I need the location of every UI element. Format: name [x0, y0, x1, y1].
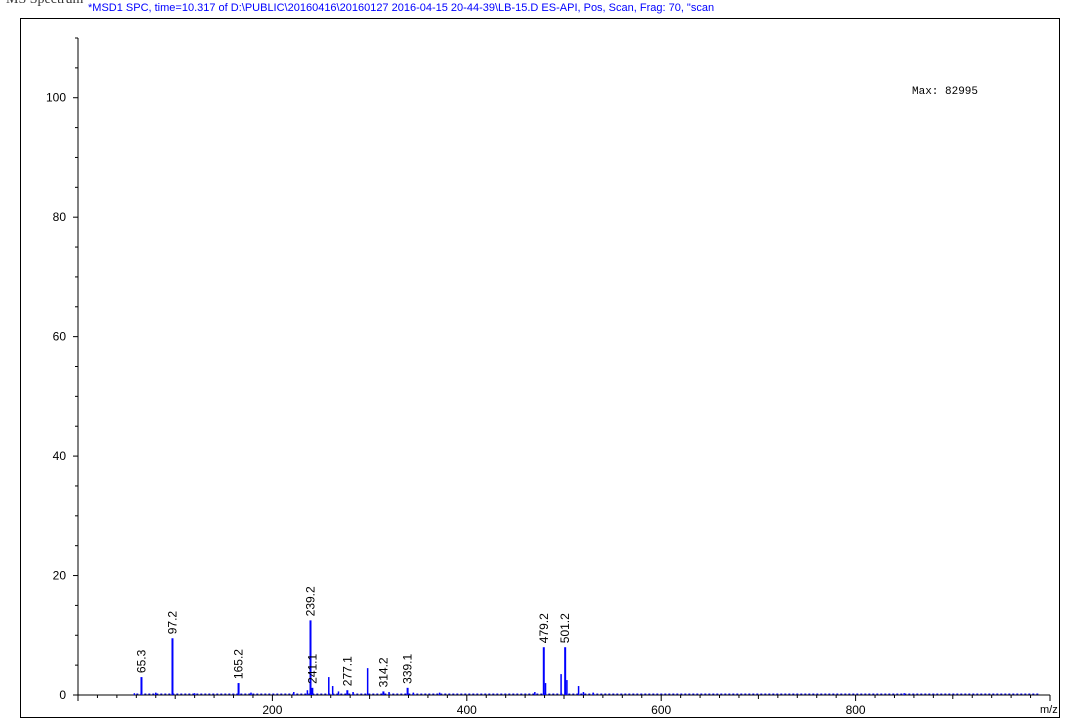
y-tick-label: 20 — [53, 569, 67, 583]
max-annotation: Max: 82995 — [912, 86, 978, 98]
peak-label: 241.1 — [305, 653, 319, 683]
x-tick-label: 800 — [846, 703, 866, 717]
peaks — [133, 620, 1041, 695]
peak-label: 277.1 — [340, 656, 354, 686]
x-tick-label: 400 — [457, 703, 477, 717]
section-label: MS Spectrum — [6, 0, 83, 8]
peak-label: 501.2 — [558, 613, 572, 643]
peak-label: 479.2 — [537, 613, 551, 643]
x-tick-label: 200 — [262, 703, 282, 717]
chart-frame — [20, 18, 1060, 718]
peak-label: 165.2 — [232, 649, 246, 679]
y-tick-label: 40 — [53, 449, 67, 463]
x-axis-label: m/z — [1040, 704, 1058, 716]
y-tick-label: 0 — [59, 688, 66, 702]
scan-header-title: *MSD1 SPC, time=10.317 of D:\PUBLIC\2016… — [88, 2, 715, 14]
peak-labels: 65.3 97.2 165.2 239.2 241.1 277.1 314.2 339.1 47… — [134, 586, 572, 687]
peak-label: 239.2 — [304, 586, 318, 616]
peak-label: 339.1 — [401, 653, 415, 683]
peak-label: 97.2 — [165, 611, 179, 635]
x-tick-label: 600 — [651, 703, 671, 717]
axes: 0 20 40 60 80 100 200 400 600 800 m/z — [46, 37, 1058, 717]
y-tick-label: 60 — [53, 330, 67, 344]
peak-label: 65.3 — [134, 649, 148, 673]
y-tick-label: 100 — [46, 91, 66, 105]
header-bar: MS Spectrum *MSD1 SPC, time=10.317 of D:… — [0, 0, 1066, 20]
peak-label: 314.2 — [376, 657, 390, 687]
y-tick-label: 80 — [53, 210, 67, 224]
